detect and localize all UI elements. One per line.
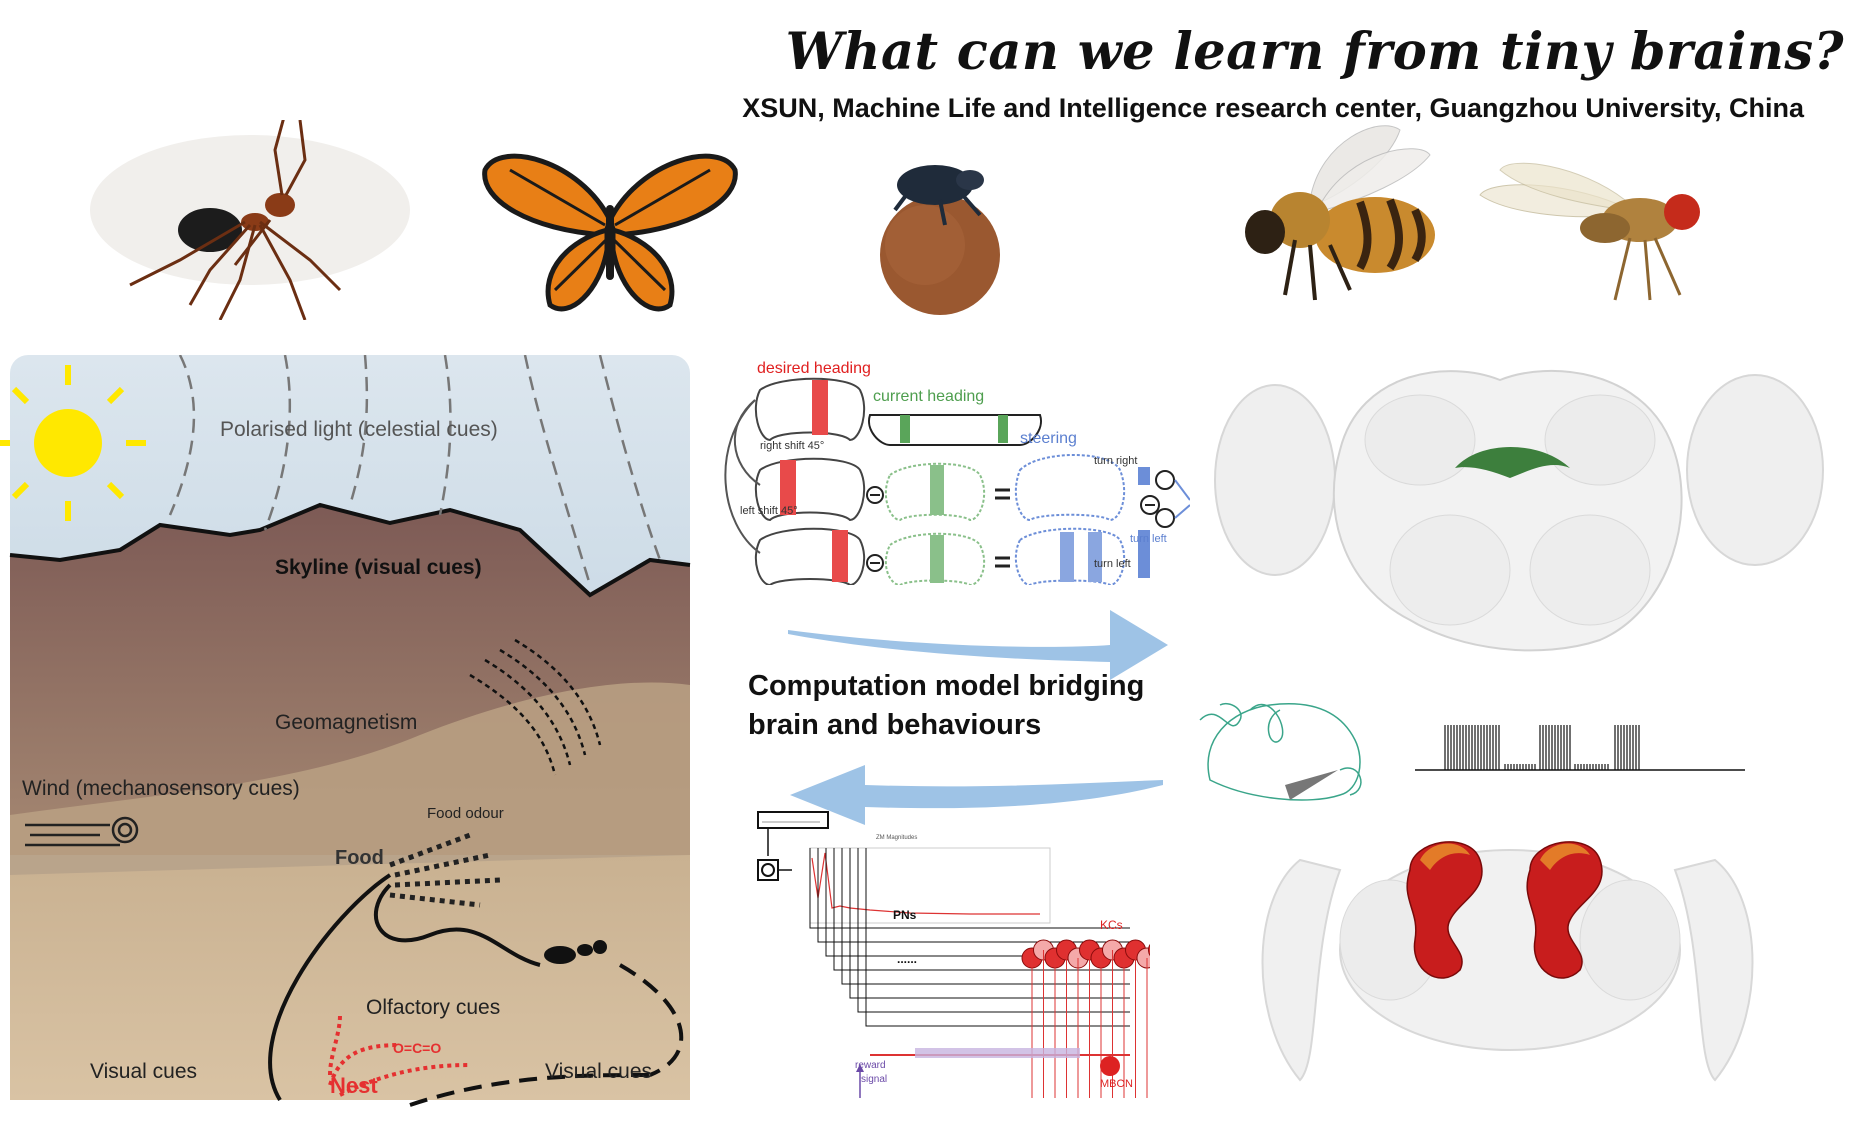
central-complex-highlight [1455, 447, 1570, 478]
mb-model-schematic [757, 811, 1150, 1098]
brain-mushroom-body [1261, 841, 1754, 1082]
label-kcs: KCs [1100, 918, 1123, 932]
label-desired-heading: desired heading [757, 360, 871, 377]
label-right-shift: right shift 45° [760, 440, 825, 452]
label-turn-left-mid: turn left [1130, 533, 1167, 545]
label-current-heading: current heading [873, 388, 985, 405]
label-steering: steering [1020, 430, 1077, 447]
label-signal: signal [861, 1074, 888, 1085]
insect-row [90, 120, 1700, 320]
bee-icon [1245, 125, 1435, 301]
arrow-right-top [788, 610, 1168, 680]
arrow-left-bottom [790, 765, 1163, 825]
label-visual-cues-right: Visual cues [545, 1060, 653, 1083]
mushroom-body-highlight [1406, 841, 1603, 979]
desired-heading-ring-bottom [754, 527, 866, 585]
pn-line [809, 848, 1130, 929]
dung-beetle-icon [880, 165, 1000, 315]
label-turn-left-bottom: turn left [1094, 558, 1131, 570]
label-nest: Nest [330, 1073, 378, 1098]
label-visual-cues-left: Visual cues [90, 1060, 198, 1083]
desired-heading-ring-top [754, 377, 866, 442]
kc-neuron [1148, 943, 1150, 957]
pn-line [841, 848, 1130, 985]
desert-scene [0, 355, 691, 1107]
label-reward: reward [855, 1060, 886, 1071]
label-olfactory-cues: Olfactory cues [366, 996, 501, 1019]
sun-icon [0, 365, 146, 521]
brain-central-complex [1214, 369, 1824, 652]
label-zm-magnitudes: ZM Magnitudes [876, 835, 918, 841]
ant-small-icon [544, 940, 607, 964]
ant-icon [90, 120, 410, 320]
label-food: Food [335, 847, 384, 869]
center-text-line1: Computation model bridging [748, 670, 1145, 702]
label-skyline: Skyline (visual cues) [275, 556, 482, 579]
label-pns: PNs [893, 908, 917, 922]
steering-diagram [724, 377, 1190, 585]
label-geomagnetism: Geomagnetism [275, 711, 418, 734]
pn-line [833, 848, 1130, 971]
label-dots: ...... [897, 952, 918, 966]
spike-train [1415, 725, 1745, 771]
pn-line [857, 848, 1130, 1013]
page-subtitle: XSUN, Machine Life and Intelligence rese… [742, 93, 1804, 123]
neuron-trace [1199, 703, 1362, 801]
center-text-line2: brain and behaviours [748, 709, 1042, 741]
butterfly-icon [482, 153, 738, 312]
label-mbon: MBON [1100, 1078, 1133, 1090]
label-co2: O=C=O [393, 1040, 442, 1056]
label-food-odour: Food odour [427, 805, 504, 822]
label-turn-right: turn right [1094, 455, 1138, 467]
current-heading-bar [868, 414, 1042, 446]
wind-icon [25, 816, 139, 847]
label-wind: Wind (mechanosensory cues) [22, 777, 300, 800]
pn-line [817, 848, 1130, 943]
desired-heading-ring-mid [754, 457, 866, 522]
label-polarised-light: Polarised light (celestial cues) [220, 418, 498, 441]
fruit-fly-icon [1479, 162, 1700, 301]
page-title: What can we learn from tiny brains? [785, 22, 1844, 82]
pn-line [865, 848, 1130, 1027]
pn-line [849, 848, 1130, 999]
label-left-shift: left shift 45° [740, 505, 798, 517]
